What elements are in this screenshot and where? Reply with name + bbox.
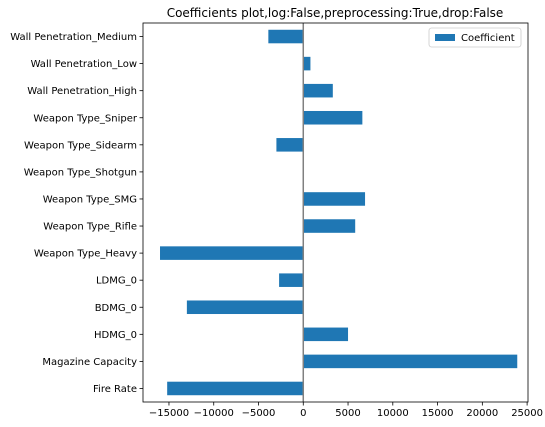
x-tick-label-0: −15000 [149,408,189,419]
y-tick-label-8: Weapon Type_Shotgun [24,167,137,178]
y-tick-label-13: Wall Penetration_Medium [10,32,137,43]
y-tick-label-10: Weapon Type_Sniper [33,113,137,124]
x-tick-label-4: 5000 [335,408,360,419]
y-tick-label-11: Wall Penetration_High [27,86,137,97]
x-tick-label-3: 0 [300,408,306,419]
plot-frame [142,22,529,403]
bar-2 [303,327,349,342]
x-axis: −15000 −10000 −5000 0 5000 10000 15000 20000 250… [149,402,543,419]
y-tick-label-9: Weapon Type_Sidearm [24,140,137,151]
bar-0 [167,381,304,396]
bar-5 [160,246,304,260]
bar-7 [303,192,366,206]
x-tick-label-7: 20000 [466,408,498,419]
legend-swatch [435,34,455,41]
x-tick-label-6: 15000 [422,408,454,419]
x-tick-label-2: −5000 [242,408,276,419]
legend: Coefficient [428,27,522,48]
bar-9 [276,138,304,152]
x-tick-label-5: 10000 [377,408,409,419]
y-tick-label-6: Weapon Type_Rifle [43,222,137,233]
y-tick-label-1: Magazine Capacity [42,357,137,368]
y-tick-label-12: Wall Penetration_Low [31,59,137,70]
plot-area [142,22,529,403]
y-tick-label-0: Fire Rate [93,384,137,395]
y-tick-label-7: Weapon Type_SMG [43,194,137,205]
bar-3 [186,300,304,315]
y-tick-label-2: HDMG_0 [94,330,137,341]
bar-11 [303,83,333,98]
legend-label: Coefficient [461,33,515,44]
bar-6 [303,219,356,233]
x-tick-label-8: 25000 [511,408,543,419]
y-tick-label-3: BDMG_0 [95,303,137,314]
y-axis: Fire Rate Magazine Capacity HDMG_0 BDMG_0 LD… [10,32,143,395]
bar-13 [268,29,304,44]
y-tick-label-4: LDMG_0 [96,276,137,287]
bar-1 [303,354,518,369]
bar-10 [303,110,363,125]
y-tick-label-5: Weapon Type_Heavy [34,249,137,260]
bar-12 [303,56,311,71]
x-tick-label-1: −10000 [194,408,234,419]
bar-4 [279,273,304,287]
chart-title: Coefficients plot,log:False,preprocessin… [167,6,504,20]
legend-box [428,27,522,48]
